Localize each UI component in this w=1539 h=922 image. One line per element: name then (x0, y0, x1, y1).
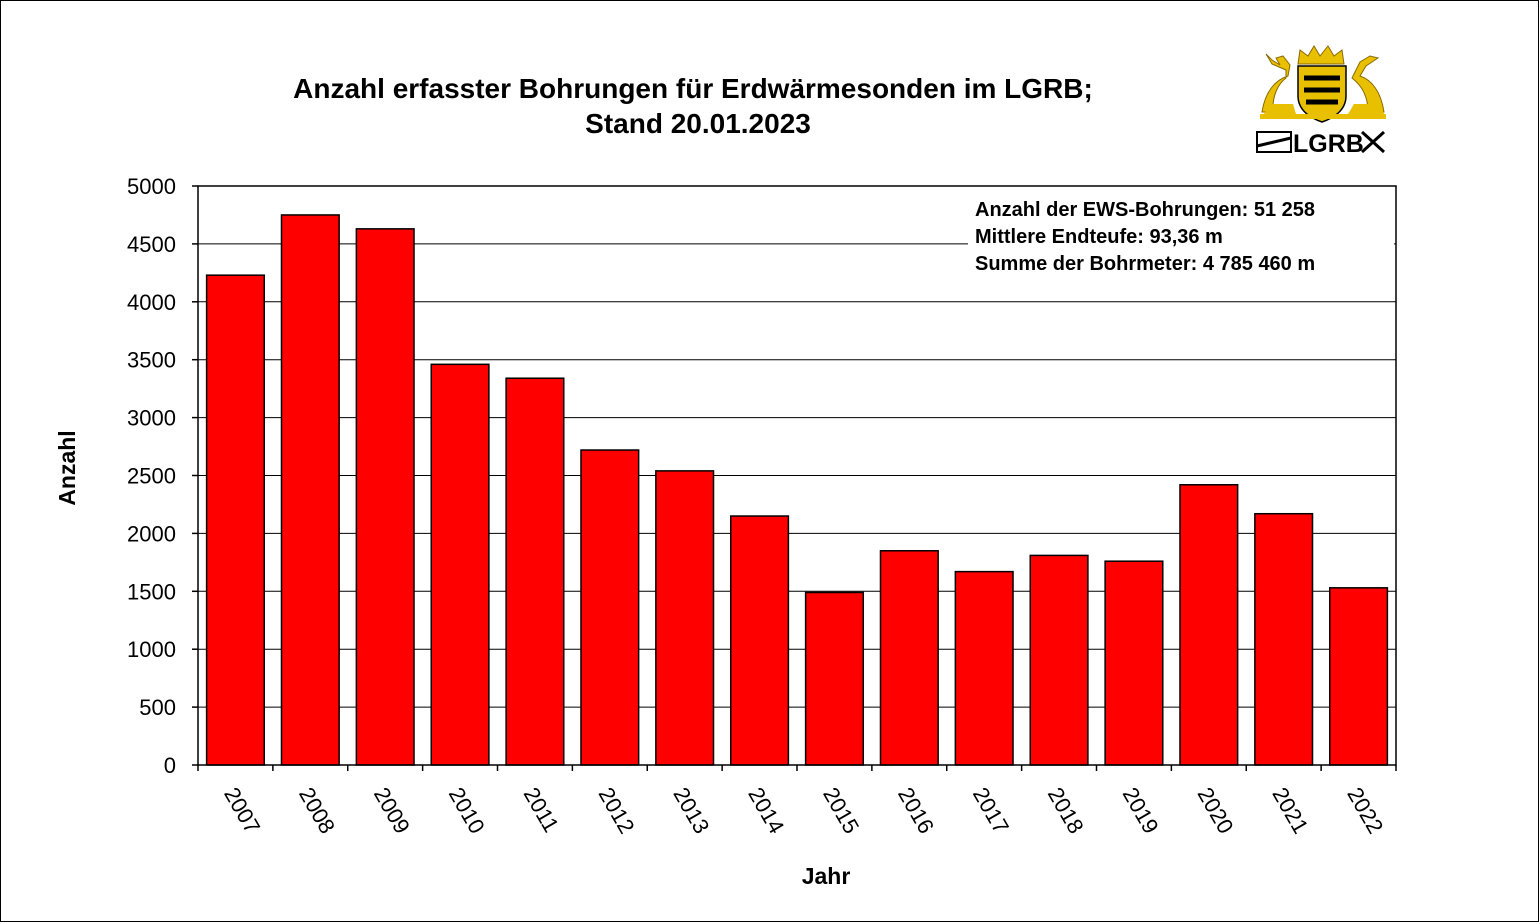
bar (505, 377, 565, 766)
y-tick-label: 0 (164, 753, 176, 778)
y-tick-label: 5000 (127, 174, 176, 199)
x-tick-label: 2019 (1118, 783, 1164, 838)
x-tick-label: 2009 (369, 783, 415, 838)
y-tick-label: 1500 (127, 579, 176, 604)
x-tick-label: 2020 (1192, 783, 1238, 838)
chart-title-line-2: Stand 20.01.2023 (585, 108, 811, 139)
info-line-meters: Summe der Bohrmeter: 4 785 460 m (975, 253, 1315, 275)
bar (1328, 587, 1389, 766)
baden-wuerttemberg-coat-of-arms-icon (1260, 45, 1386, 123)
bar (954, 570, 1014, 766)
bar (355, 228, 415, 766)
info-line-count: Anzahl der EWS-Bohrungen: 51 258 (975, 199, 1315, 221)
y-tick-label: 4000 (127, 290, 176, 315)
bar (1179, 484, 1239, 766)
x-tick-label: 2011 (519, 783, 564, 836)
y-tick-label: 2000 (127, 521, 176, 546)
info-box-background (968, 194, 1394, 284)
chart-title-line-1: Anzahl erfasster Bohrungen für Erdwärmes… (293, 73, 1093, 104)
lgrb-wordmark: LGRB (1256, 130, 1386, 158)
x-tick-label: 2015 (818, 783, 864, 838)
y-tick-label: 3500 (127, 348, 176, 373)
x-tick-label: 2017 (968, 783, 1014, 838)
y-tick-label: 1000 (127, 637, 176, 662)
x-tick-label: 2008 (294, 783, 340, 838)
bar (580, 449, 640, 766)
x-tick-label: 2016 (893, 783, 939, 838)
x-tick-label: 2013 (668, 783, 714, 838)
bar (655, 470, 715, 766)
y-tick-label: 4500 (127, 232, 176, 257)
hammer-pick-icon (1360, 130, 1386, 154)
x-axis-label: Jahr (802, 863, 851, 889)
info-line-depth: Mittlere Endteufe: 93,36 m (975, 226, 1223, 248)
y-axis-label: Anzahl (54, 430, 80, 505)
y-tick-label: 3000 (127, 406, 176, 431)
info-box: Anzahl der EWS-Bohrungen: 51 258 Mittler… (968, 194, 1394, 284)
x-tick-label: 2018 (1043, 783, 1089, 838)
bar (804, 591, 865, 766)
x-tick-label: 2010 (444, 783, 490, 838)
bar (729, 515, 790, 766)
lgrb-logo: LGRB (1256, 45, 1386, 158)
bar (430, 363, 490, 766)
bar (205, 274, 266, 766)
plot-area: 0 500 1000 1500 2000 2500 3000 3500 4000 4500 5000… (127, 174, 1397, 838)
plot-border (197, 185, 1397, 766)
bar (1029, 554, 1089, 766)
bar (879, 550, 939, 766)
x-tick-label: 2007 (219, 783, 265, 838)
lgrb-logo-text: LGRB (1293, 130, 1364, 158)
y-tick-label: 500 (139, 695, 176, 720)
bar (1104, 560, 1164, 766)
y-tick-label: 2500 (127, 464, 176, 489)
bar (280, 214, 340, 766)
bar (1254, 512, 1314, 766)
x-tick-label: 2022 (1342, 783, 1388, 838)
x-tick-label: 2021 (1267, 783, 1313, 838)
x-tick-label: 2012 (593, 783, 639, 838)
x-tick-label: 2014 (743, 783, 789, 838)
